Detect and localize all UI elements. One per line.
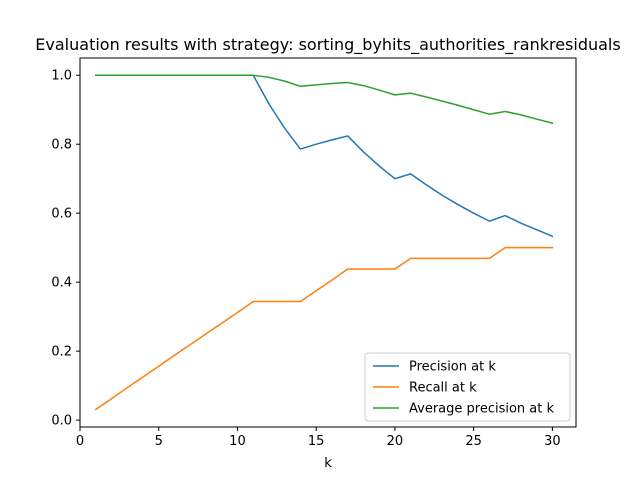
- plot-frame: [79, 57, 577, 428]
- legend-label-3: Average precision at k: [409, 402, 554, 417]
- series-line-3: [95, 74, 554, 125]
- legend: Precision at k Recall at k Average precisi…: [364, 352, 571, 422]
- x-tick-label: 25: [465, 434, 482, 449]
- x-tick-label: 0: [76, 434, 84, 449]
- x-tick-label: 15: [308, 434, 325, 449]
- legend-label-2: Recall at k: [409, 381, 477, 396]
- chart-title: Evaluation results with strategy: sortin…: [35, 35, 620, 55]
- x-axis-label: k: [324, 456, 332, 471]
- y-tick-label: 0.0: [51, 414, 72, 429]
- y-tick-label: 0.8: [51, 138, 72, 153]
- plot-area: [94, 74, 554, 411]
- x-tick-label: 30: [544, 434, 561, 449]
- axes: 0 5 10 15 20 25 30 0.0 0.2 0.4 0.6 0.8 1.0: [51, 69, 560, 449]
- x-tick-label: 10: [229, 434, 246, 449]
- y-tick-label: 0.6: [51, 207, 72, 222]
- legend-label-1: Precision at k: [409, 360, 496, 375]
- x-tick-label: 5: [155, 434, 163, 449]
- series-line-2: [94, 246, 554, 411]
- y-tick-label: 0.2: [51, 345, 72, 360]
- x-tick-label: 20: [387, 434, 404, 449]
- y-tick-label: 1.0: [51, 69, 72, 84]
- legend-box: [364, 352, 571, 422]
- y-tick-label: 0.4: [51, 276, 72, 291]
